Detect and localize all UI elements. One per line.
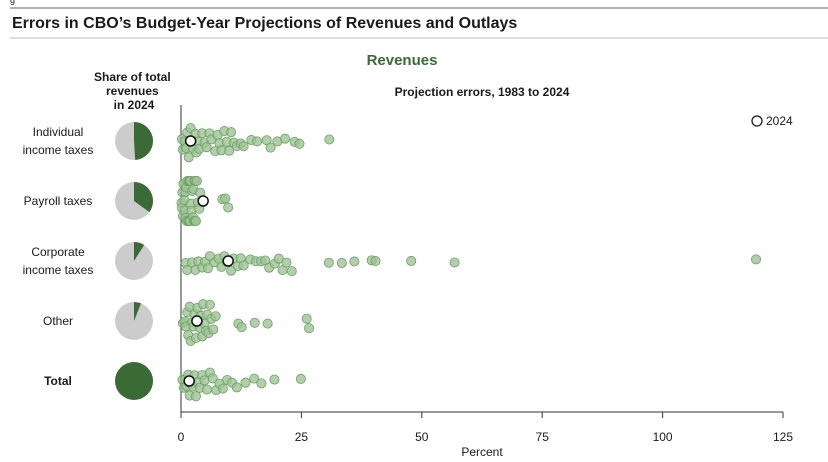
error-point (207, 373, 218, 384)
error-point (202, 384, 213, 395)
category-label-line: Corporate (31, 245, 85, 259)
point-2024 (191, 315, 203, 327)
x-tick-label: 100 (653, 430, 673, 444)
error-point (301, 313, 312, 324)
error-point (370, 256, 381, 267)
error-point (304, 323, 315, 334)
point-2024 (197, 195, 209, 207)
category-rows: Individual income taxes Payroll taxes Corpo… (23, 122, 762, 402)
category-label-line: income taxes (23, 263, 94, 277)
point-2024 (183, 375, 195, 387)
point-2024 (184, 135, 197, 147)
x-axis-label: Percent (461, 445, 503, 459)
share-pie-slice (134, 242, 145, 261)
category-label-line: income taxes (23, 143, 94, 157)
error-point (286, 266, 297, 277)
category-row-corporate: Corporate income taxes (23, 242, 762, 280)
error-point (223, 202, 234, 213)
error-point (265, 142, 276, 153)
category-label: Payroll taxes (24, 194, 93, 208)
error-point (336, 258, 347, 269)
error-point (238, 260, 249, 271)
error-point (249, 317, 260, 328)
error-point (406, 255, 417, 266)
error-point (208, 324, 219, 335)
section-title: Revenues (367, 52, 438, 69)
error-point (231, 382, 242, 393)
category-label: Total (44, 374, 72, 388)
share-pie-slice (134, 182, 153, 213)
category-label-line: Total (44, 374, 72, 388)
error-point (202, 263, 213, 274)
error-point (217, 383, 228, 394)
share-header-line: in 2024 (114, 98, 155, 112)
error-point (238, 141, 249, 152)
share-header-line: Share of total (94, 70, 171, 84)
error-point (210, 311, 221, 322)
error-point (204, 299, 215, 310)
error-point (449, 257, 460, 268)
category-row-payroll: Payroll taxes (24, 175, 234, 226)
error-point (349, 256, 360, 267)
error-point (280, 133, 291, 144)
x-tick-label: 75 (536, 430, 550, 444)
error-point (224, 145, 235, 156)
x-tick-label: 0 (178, 430, 185, 444)
share-pie-slice (115, 362, 153, 400)
error-point (252, 136, 263, 147)
legend-marker (751, 115, 763, 127)
figure-title: Errors in CBO’s Budget-Year Projections … (12, 15, 517, 32)
error-point (201, 142, 212, 153)
error-point (236, 322, 247, 333)
error-point (273, 253, 284, 264)
x-tick-label: 125 (773, 430, 793, 444)
error-point (295, 373, 306, 384)
figure-label: g (10, 0, 15, 5)
share-pie-slice (134, 302, 141, 321)
category-label-line: Other (43, 314, 73, 328)
error-point (262, 318, 273, 329)
share-header-line: revenues (106, 84, 159, 98)
category-label-line: Individual (33, 125, 84, 139)
category-label-line: Payroll taxes (24, 194, 93, 208)
category-label: Corporate income taxes (23, 245, 94, 277)
error-point (183, 152, 194, 163)
error-point (220, 193, 231, 204)
point-2024 (222, 255, 234, 267)
share-header: Share of total revenues in 2024 (94, 70, 174, 112)
category-row-total: Total (44, 362, 306, 402)
error-point (249, 373, 260, 384)
error-point (191, 175, 202, 186)
x-tick-label: 50 (415, 430, 429, 444)
error-point (281, 257, 292, 268)
chart-subtitle: Projection errors, 1983 to 2024 (395, 85, 570, 99)
error-point (324, 134, 335, 145)
error-point (240, 377, 251, 388)
share-pie-slice (134, 122, 154, 160)
category-row-individual: Individual income taxes (23, 122, 335, 163)
error-point (190, 215, 201, 226)
x-tick-label: 25 (295, 430, 309, 444)
error-point (294, 138, 305, 149)
error-point (226, 265, 237, 276)
error-point (190, 391, 201, 402)
category-label: Individual income taxes (23, 125, 94, 157)
legend-label: 2024 (766, 114, 793, 128)
error-point (751, 254, 762, 265)
error-point (269, 374, 280, 385)
category-row-other: Other (43, 299, 315, 346)
category-label: Other (43, 314, 73, 328)
error-point (226, 127, 237, 138)
error-point (323, 257, 334, 268)
error-point (256, 378, 267, 389)
x-axis-ticks: 0 25 50 75 100 125 (178, 412, 793, 444)
